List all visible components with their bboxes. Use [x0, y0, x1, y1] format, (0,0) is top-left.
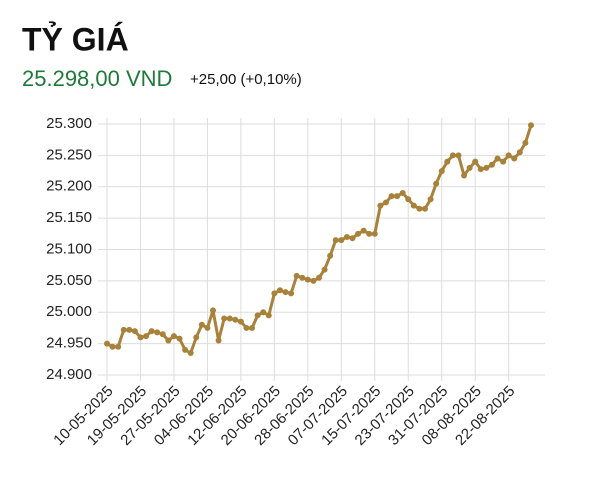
point	[360, 227, 367, 234]
point	[304, 276, 311, 283]
point	[115, 343, 122, 350]
y-tick-label: 25.300	[46, 115, 92, 132]
point	[338, 237, 345, 244]
point	[254, 312, 261, 319]
point	[528, 122, 534, 129]
point	[511, 155, 518, 162]
point	[310, 277, 317, 284]
point	[472, 158, 479, 165]
point	[483, 164, 490, 171]
point	[405, 196, 412, 203]
point	[143, 333, 150, 340]
point	[210, 307, 216, 314]
point	[265, 312, 272, 319]
point	[466, 164, 473, 171]
point	[488, 161, 495, 168]
point	[433, 180, 440, 187]
point	[410, 202, 417, 209]
y-tick-label: 25.050	[46, 272, 92, 289]
point	[494, 155, 501, 162]
point	[321, 266, 328, 273]
point	[477, 166, 484, 173]
point	[126, 326, 133, 333]
point	[165, 337, 172, 344]
point	[449, 152, 456, 159]
point	[226, 315, 233, 322]
y-tick-label: 24.900	[46, 366, 92, 383]
point	[382, 199, 389, 206]
point	[260, 309, 267, 316]
point	[444, 158, 451, 165]
point	[366, 230, 373, 237]
point	[522, 139, 529, 146]
point	[237, 318, 244, 325]
point	[332, 237, 339, 244]
point	[148, 328, 155, 335]
point	[500, 158, 507, 165]
change: +25,00 (+0,10%)	[190, 71, 302, 88]
point	[299, 274, 306, 281]
point	[505, 152, 512, 159]
point	[159, 331, 166, 338]
point	[427, 196, 434, 203]
point	[176, 335, 183, 342]
point	[371, 230, 378, 237]
point	[355, 230, 362, 237]
point	[182, 346, 189, 353]
point	[516, 149, 523, 156]
point	[388, 193, 395, 200]
point	[170, 333, 177, 340]
point	[349, 235, 356, 242]
point	[215, 337, 222, 344]
point	[282, 289, 289, 296]
y-tick-label: 25.100	[46, 240, 92, 257]
point	[288, 290, 295, 297]
point	[198, 321, 205, 328]
point	[154, 329, 161, 336]
point	[204, 324, 211, 331]
y-tick-label: 24.950	[46, 335, 92, 352]
point	[377, 202, 384, 209]
point	[343, 233, 350, 240]
chart-title: TỶ GIÁ	[22, 21, 129, 57]
y-tick-label: 25.150	[46, 209, 92, 226]
point	[120, 326, 127, 333]
point	[327, 252, 334, 259]
point	[249, 324, 256, 331]
point	[232, 316, 239, 323]
point	[243, 324, 250, 331]
point	[109, 343, 116, 350]
point	[455, 152, 462, 159]
point	[293, 272, 300, 279]
point	[422, 205, 428, 212]
point	[104, 340, 110, 347]
point	[276, 287, 283, 294]
point	[131, 328, 138, 335]
y-tick-label: 25.200	[46, 178, 92, 195]
point	[187, 350, 194, 357]
point	[193, 334, 200, 341]
point	[394, 193, 401, 200]
point	[271, 290, 278, 297]
point	[316, 274, 322, 281]
y-tick-label: 25.250	[46, 146, 92, 163]
y-tick-label: 25.000	[46, 303, 92, 320]
point	[137, 334, 144, 341]
point	[461, 172, 468, 179]
point	[416, 205, 423, 212]
point	[399, 190, 406, 197]
point	[221, 315, 228, 322]
point	[438, 168, 445, 175]
price: 25.298,00 VND	[22, 66, 172, 91]
